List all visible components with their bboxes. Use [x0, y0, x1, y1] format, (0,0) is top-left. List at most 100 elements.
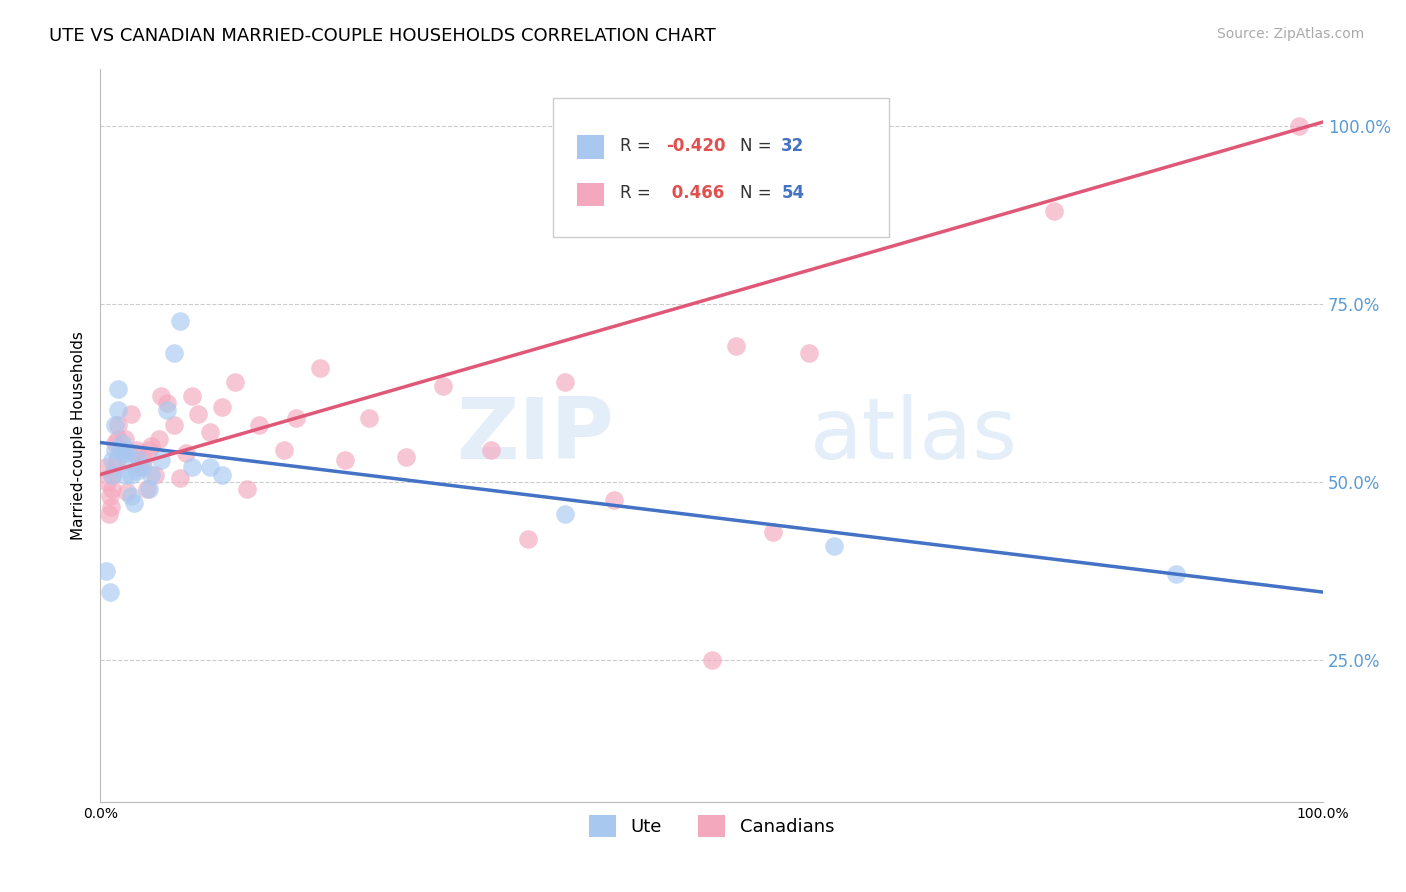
- Point: [96, 460, 118, 475]
- Point: [111, 442, 134, 457]
- Point: [105, 453, 128, 467]
- Text: atlas: atlas: [810, 394, 1018, 477]
- Point: [114, 446, 136, 460]
- Point: [143, 467, 166, 482]
- Point: [273, 442, 295, 457]
- Point: [1288, 119, 1310, 133]
- Point: [141, 467, 163, 482]
- Bar: [576, 183, 605, 206]
- Point: [107, 382, 129, 396]
- Text: ZIP: ZIP: [456, 394, 614, 477]
- Point: [432, 378, 454, 392]
- Point: [115, 485, 138, 500]
- FancyBboxPatch shape: [553, 98, 889, 237]
- Point: [100, 500, 122, 514]
- Point: [517, 532, 540, 546]
- Point: [141, 439, 163, 453]
- Point: [111, 435, 134, 450]
- Point: [481, 442, 503, 457]
- Point: [309, 360, 332, 375]
- Point: [97, 507, 120, 521]
- Point: [132, 460, 155, 475]
- Bar: [576, 136, 605, 159]
- Text: 32: 32: [782, 136, 804, 154]
- Point: [115, 442, 138, 457]
- Point: [156, 396, 179, 410]
- Point: [114, 467, 136, 482]
- Point: [169, 314, 191, 328]
- Point: [128, 453, 150, 467]
- Point: [125, 464, 148, 478]
- Point: [554, 507, 576, 521]
- Point: [1043, 204, 1066, 219]
- Point: [104, 417, 127, 432]
- Point: [359, 410, 381, 425]
- Point: [762, 524, 785, 539]
- Point: [200, 425, 222, 439]
- Point: [125, 442, 148, 457]
- Point: [120, 407, 142, 421]
- Point: [124, 496, 146, 510]
- Point: [156, 403, 179, 417]
- Point: [104, 435, 127, 450]
- Point: [104, 442, 127, 457]
- Point: [799, 346, 821, 360]
- Point: [211, 467, 233, 482]
- Text: R =: R =: [620, 136, 657, 154]
- Point: [107, 432, 129, 446]
- Point: [169, 471, 191, 485]
- Text: -0.420: -0.420: [666, 136, 725, 154]
- Point: [333, 453, 356, 467]
- Y-axis label: Married-couple Households: Married-couple Households: [72, 331, 86, 540]
- Point: [96, 564, 118, 578]
- Point: [180, 460, 202, 475]
- Text: N =: N =: [740, 185, 776, 202]
- Point: [132, 453, 155, 467]
- Point: [135, 482, 157, 496]
- Point: [603, 492, 626, 507]
- Point: [150, 389, 173, 403]
- Point: [187, 407, 209, 421]
- Text: N =: N =: [740, 136, 776, 154]
- Point: [120, 489, 142, 503]
- Point: [128, 460, 150, 475]
- Point: [284, 410, 307, 425]
- Point: [104, 460, 127, 475]
- Point: [115, 453, 138, 467]
- Point: [395, 450, 418, 464]
- Point: [150, 453, 173, 467]
- Point: [1166, 567, 1188, 582]
- Point: [120, 467, 142, 482]
- Text: 54: 54: [782, 185, 804, 202]
- Legend: Ute, Canadians: Ute, Canadians: [582, 808, 841, 845]
- Point: [725, 339, 748, 353]
- Point: [101, 467, 124, 482]
- Point: [101, 453, 124, 467]
- Text: 0.466: 0.466: [666, 185, 724, 202]
- Point: [107, 403, 129, 417]
- Point: [554, 375, 576, 389]
- Point: [823, 539, 845, 553]
- Point: [200, 460, 222, 475]
- Point: [114, 432, 136, 446]
- Point: [700, 653, 723, 667]
- Point: [224, 375, 246, 389]
- Text: R =: R =: [620, 185, 657, 202]
- Point: [162, 346, 184, 360]
- Point: [101, 467, 124, 482]
- Point: [138, 482, 160, 496]
- Point: [138, 442, 160, 457]
- Point: [236, 482, 259, 496]
- Point: [98, 585, 121, 599]
- Point: [96, 475, 118, 489]
- Point: [180, 389, 202, 403]
- Point: [101, 482, 124, 496]
- Point: [174, 446, 197, 460]
- Point: [162, 417, 184, 432]
- Point: [148, 432, 170, 446]
- Point: [107, 417, 129, 432]
- Text: UTE VS CANADIAN MARRIED-COUPLE HOUSEHOLDS CORRELATION CHART: UTE VS CANADIAN MARRIED-COUPLE HOUSEHOLD…: [49, 27, 716, 45]
- Point: [98, 489, 121, 503]
- Point: [211, 400, 233, 414]
- Point: [247, 417, 270, 432]
